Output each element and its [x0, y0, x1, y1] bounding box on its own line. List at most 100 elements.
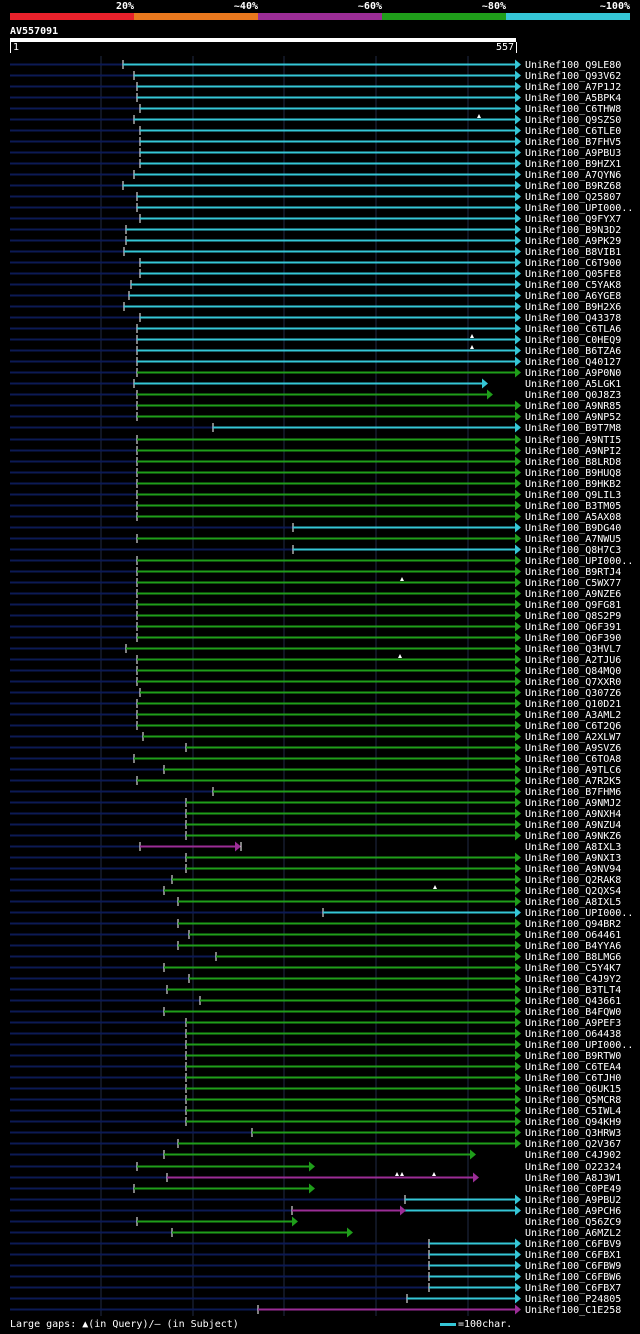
- hit-label[interactable]: UniRef100_B8LRD8: [525, 457, 621, 468]
- hit-label[interactable]: UniRef100_C5YAK8: [525, 280, 621, 291]
- hit-label[interactable]: UniRef100_A3AML2: [525, 710, 621, 721]
- hit-label[interactable]: UniRef100_A7QYN6: [525, 170, 621, 181]
- hit-label[interactable]: UniRef100_Q10D21: [525, 699, 621, 710]
- hit-row[interactable]: UniRef100_Q9LE80: [10, 59, 621, 72]
- hit-row[interactable]: UniRef100_A6MZL2: [10, 1227, 621, 1240]
- hit-label[interactable]: UniRef100_Q9SZS0: [525, 115, 621, 126]
- hit-row[interactable]: UniRef100_B9HUQ8: [10, 467, 621, 480]
- hit-label[interactable]: UniRef100_A9NMJ2: [525, 798, 621, 809]
- hit-label[interactable]: UniRef100_C0PE49: [525, 1184, 621, 1195]
- hit-label[interactable]: UniRef100_A7NWU5: [525, 534, 621, 545]
- hit-row[interactable]: UniRef100_C4J902: [10, 1149, 621, 1162]
- hit-row[interactable]: UniRef100_A9TLC6: [10, 764, 621, 777]
- hit-row[interactable]: UniRef100_Q3HRW3: [10, 1127, 621, 1140]
- hit-row[interactable]: UniRef100_C5WX77: [10, 577, 621, 589]
- hit-label[interactable]: UniRef100_A7P1J2: [525, 82, 621, 93]
- hit-row[interactable]: UniRef100_A7QYN6: [10, 169, 621, 182]
- hit-label[interactable]: UniRef100_Q2QXS4: [525, 886, 621, 897]
- hit-row[interactable]: UniRef100_O22324: [10, 1161, 621, 1174]
- hit-label[interactable]: UniRef100_Q9FG81: [525, 600, 621, 611]
- hit-row[interactable]: UniRef100_Q5MCR8: [10, 1094, 621, 1107]
- hit-label[interactable]: UniRef100_A2XLW7: [525, 732, 621, 743]
- hit-label[interactable]: UniRef100_A5BPK4: [525, 93, 621, 104]
- hit-label[interactable]: UniRef100_UPI000..: [525, 908, 633, 919]
- hit-row[interactable]: UniRef100_C6FBW9: [10, 1260, 621, 1273]
- hit-label[interactable]: UniRef100_Q43378: [525, 313, 621, 324]
- hit-row[interactable]: UniRef100_B8VIB1: [10, 246, 621, 259]
- hit-label[interactable]: UniRef100_A9P0N0: [525, 368, 621, 379]
- hit-row[interactable]: UniRef100_O64438: [10, 1028, 621, 1041]
- hit-row[interactable]: UniRef100_UPI000..: [10, 555, 633, 568]
- hit-label[interactable]: UniRef100_A9NZU4: [525, 820, 621, 831]
- hit-row[interactable]: UniRef100_A9NKZ6: [10, 830, 621, 843]
- hit-row[interactable]: UniRef100_B7FHM6: [10, 786, 621, 799]
- hit-label[interactable]: UniRef100_C4J902: [525, 1150, 621, 1161]
- hit-label[interactable]: UniRef100_Q84MQ0: [525, 666, 621, 677]
- hit-label[interactable]: UniRef100_Q93V62: [525, 71, 621, 82]
- hit-label[interactable]: UniRef100_B8LMG6: [525, 952, 621, 963]
- hit-row[interactable]: UniRef100_Q43378: [10, 312, 621, 325]
- hit-row[interactable]: UniRef100_A5LGK1: [10, 378, 621, 391]
- hit-row[interactable]: UniRef100_B8LMG6: [10, 951, 621, 964]
- hit-label[interactable]: UniRef100_B9HKB2: [525, 479, 621, 490]
- hit-row[interactable]: UniRef100_C6THW8: [10, 103, 621, 116]
- hit-row[interactable]: UniRef100_A6YGE8: [10, 290, 621, 303]
- hit-row[interactable]: UniRef100_B4YYA6: [10, 940, 621, 953]
- hit-row[interactable]: UniRef100_Q05FE8: [10, 268, 621, 281]
- hit-row[interactable]: UniRef100_Q10D21: [10, 698, 621, 711]
- hit-row[interactable]: UniRef100_Q40127: [10, 356, 621, 369]
- hit-label[interactable]: UniRef100_Q307Z6: [525, 688, 621, 699]
- hit-row[interactable]: UniRef100_A9NXH4: [10, 808, 621, 821]
- hit-row[interactable]: UniRef100_Q2QXS4: [10, 885, 621, 897]
- hit-row[interactable]: UniRef100_C6TJH0: [10, 1072, 621, 1085]
- hit-label[interactable]: UniRef100_B9DG40: [525, 523, 621, 534]
- hit-label[interactable]: UniRef100_B6TZA6: [525, 346, 621, 357]
- hit-row[interactable]: UniRef100_B8LRD8: [10, 456, 621, 469]
- hit-row[interactable]: UniRef100_A9PCH6: [10, 1205, 621, 1218]
- hit-row[interactable]: UniRef100_Q2V367: [10, 1138, 621, 1151]
- hit-row[interactable]: UniRef100_A2TJU6: [10, 654, 621, 666]
- hit-row[interactable]: UniRef100_Q94BR2: [10, 918, 621, 931]
- hit-label[interactable]: UniRef100_A9NXI3: [525, 853, 621, 864]
- hit-label[interactable]: UniRef100_Q0J8Z3: [525, 390, 621, 401]
- hit-label[interactable]: UniRef100_B9RTW0: [525, 1051, 621, 1062]
- hit-label[interactable]: UniRef100_O22324: [525, 1162, 621, 1173]
- hit-row[interactable]: UniRef100_Q0J8Z3: [10, 389, 621, 402]
- hit-row[interactable]: UniRef100_Q8S2P9: [10, 610, 621, 623]
- hit-label[interactable]: UniRef100_A9NKZ6: [525, 831, 621, 842]
- hit-row[interactable]: UniRef100_C6FBX7: [10, 1282, 621, 1295]
- hit-row[interactable]: UniRef100_A9PK29: [10, 235, 621, 248]
- hit-row[interactable]: UniRef100_A8IXL3: [10, 841, 621, 854]
- hit-label[interactable]: UniRef100_B3TLT4: [525, 985, 621, 996]
- hit-label[interactable]: UniRef100_Q43661: [525, 996, 621, 1007]
- hit-label[interactable]: UniRef100_Q9LE80: [525, 60, 621, 71]
- hit-row[interactable]: UniRef100_A9NPI2: [10, 445, 621, 458]
- hit-row[interactable]: UniRef100_C6T900: [10, 257, 621, 270]
- hit-row[interactable]: UniRef100_B9RTJ4: [10, 566, 621, 579]
- hit-label[interactable]: UniRef100_B9T7M8: [525, 423, 621, 434]
- hit-label[interactable]: UniRef100_A9PCH6: [525, 1206, 621, 1217]
- hit-label[interactable]: UniRef100_C6TLE0: [525, 126, 621, 137]
- hit-label[interactable]: UniRef100_C5Y4K7: [525, 963, 621, 974]
- hit-row[interactable]: UniRef100_Q9FG81: [10, 599, 621, 612]
- hit-row[interactable]: UniRef100_B4FQW0: [10, 1006, 621, 1019]
- hit-label[interactable]: UniRef100_B7FHM6: [525, 787, 621, 798]
- hit-label[interactable]: UniRef100_Q2V367: [525, 1139, 621, 1150]
- hit-row[interactable]: UniRef100_A9PBU3: [10, 147, 621, 160]
- hit-row[interactable]: UniRef100_Q43661: [10, 995, 621, 1008]
- hit-label[interactable]: UniRef100_C6FBW9: [525, 1261, 621, 1272]
- hit-label[interactable]: UniRef100_B9HZX1: [525, 159, 621, 170]
- hit-row[interactable]: UniRef100_A9SVZ6: [10, 742, 621, 755]
- hit-row[interactable]: UniRef100_Q9FYX7: [10, 213, 621, 226]
- hit-label[interactable]: UniRef100_B9H2X6: [525, 302, 621, 313]
- hit-label[interactable]: UniRef100_C6TEA4: [525, 1062, 621, 1073]
- hit-label[interactable]: UniRef100_A8J3W1: [525, 1173, 621, 1184]
- hit-row[interactable]: UniRef100_A9NTI5: [10, 434, 621, 447]
- hit-label[interactable]: UniRef100_O64461: [525, 930, 621, 941]
- hit-label[interactable]: UniRef100_C6FBV9: [525, 1239, 621, 1250]
- hit-row[interactable]: UniRef100_C5Y4K7: [10, 962, 621, 975]
- hit-row[interactable]: UniRef100_B9HZX1: [10, 158, 621, 171]
- hit-row[interactable]: UniRef100_A9P0N0: [10, 367, 621, 380]
- hit-label[interactable]: UniRef100_A6MZL2: [525, 1228, 621, 1239]
- hit-row[interactable]: UniRef100_O64461: [10, 929, 621, 942]
